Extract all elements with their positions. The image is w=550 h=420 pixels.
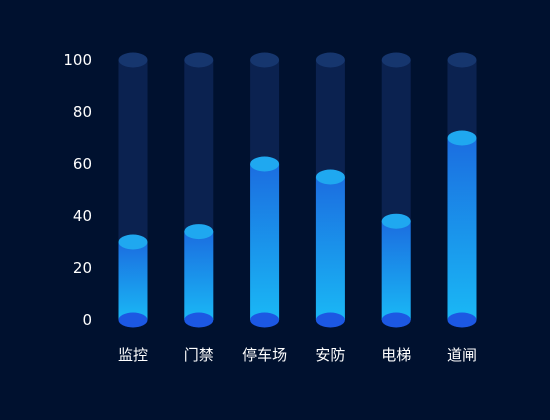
bar-top-cap <box>118 234 148 250</box>
bar-6 <box>447 138 477 320</box>
x-axis: 监控 门禁 停车场 安防 电梯 道闸 <box>118 346 477 364</box>
x-category-label: 电梯 <box>381 346 411 364</box>
bar-track-top-cap <box>315 52 345 68</box>
bar-track-top-cap <box>250 52 280 68</box>
bar-base-cap <box>184 312 214 328</box>
x-category-label: 停车场 <box>242 346 287 364</box>
bar-base-cap <box>118 312 148 328</box>
y-tick-label: 40 <box>73 207 92 225</box>
bar-top-cap <box>250 156 280 172</box>
y-tick-label: 60 <box>73 155 92 173</box>
bar-5 <box>381 221 411 320</box>
bar-base-cap <box>315 312 345 328</box>
x-category-label: 安防 <box>315 346 345 364</box>
bar-tracks <box>118 52 477 320</box>
y-axis: 0 20 40 60 80 100 <box>63 51 92 329</box>
bar-top-cap <box>315 169 345 185</box>
bar-track-top-cap <box>184 52 214 68</box>
y-tick-label: 100 <box>63 51 92 69</box>
bar-1 <box>118 242 148 320</box>
bar-track-top-cap <box>381 52 411 68</box>
x-category-label: 道闸 <box>447 346 477 364</box>
bar-top-cap <box>184 224 214 240</box>
y-tick-label: 80 <box>73 103 92 121</box>
bar-4 <box>315 177 345 320</box>
bar-3 <box>250 164 280 320</box>
bar-top-cap <box>447 130 477 146</box>
bars <box>118 130 477 328</box>
y-tick-label: 0 <box>82 311 92 329</box>
bar-base-cap <box>447 312 477 328</box>
x-category-label: 门禁 <box>184 346 214 364</box>
bar-base-cap <box>381 312 411 328</box>
bar-base-cap <box>250 312 280 328</box>
y-tick-label: 20 <box>73 259 92 277</box>
bar-track-top-cap <box>447 52 477 68</box>
bar-track-top-cap <box>118 52 148 68</box>
bar-2 <box>184 231 214 320</box>
x-category-label: 监控 <box>118 346 148 364</box>
bar-top-cap <box>381 213 411 229</box>
